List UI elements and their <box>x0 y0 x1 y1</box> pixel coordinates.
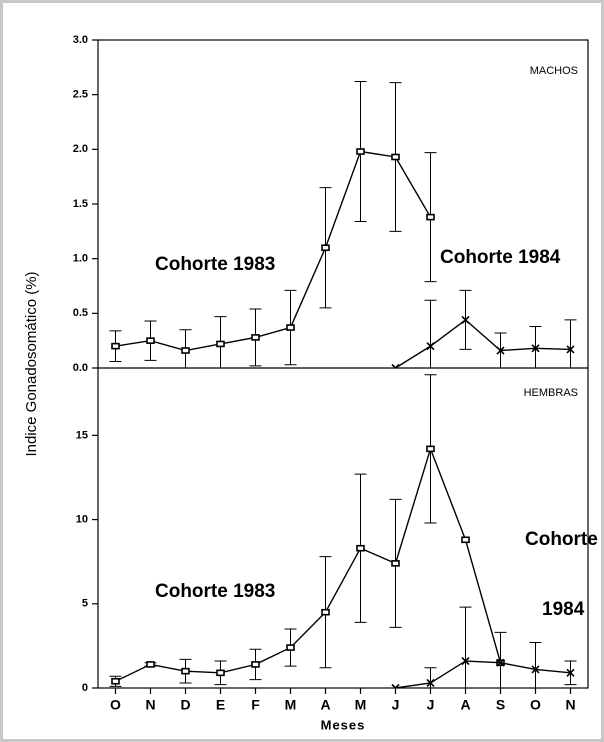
y-tick-label: 1.5 <box>73 198 88 210</box>
marker <box>461 315 470 324</box>
marker <box>356 148 365 155</box>
plot-frame <box>97 39 589 689</box>
panel <box>109 81 577 368</box>
marker <box>146 661 155 668</box>
x-tick-label: J <box>427 697 435 713</box>
series-line <box>115 446 502 682</box>
marker <box>391 683 400 688</box>
series-line <box>115 150 432 352</box>
panel-title: MACHOS <box>530 65 578 77</box>
marker <box>111 342 120 350</box>
panel-title: HEMBRAS <box>524 387 578 399</box>
x-tick-label: O <box>110 697 121 713</box>
marker <box>566 668 575 677</box>
marker <box>111 677 120 685</box>
marker <box>461 536 470 544</box>
y-tick-label: 0 <box>82 682 88 694</box>
series-line <box>395 318 571 368</box>
y-tick-label: 2.5 <box>73 89 88 101</box>
marker <box>321 608 330 616</box>
annotation: Cohorte 1983 <box>155 254 275 275</box>
marker <box>251 661 260 668</box>
marker <box>216 340 225 348</box>
marker <box>426 342 435 351</box>
x-tick-label: S <box>496 697 505 713</box>
marker <box>216 669 225 677</box>
x-tick-label: E <box>216 697 225 713</box>
x-tick-label: M <box>355 697 367 713</box>
x-tick-label: N <box>565 697 575 713</box>
marker <box>426 445 435 453</box>
y-tick-label: 3.0 <box>73 34 88 46</box>
y-tick-label: 0.5 <box>73 307 88 319</box>
marker <box>321 244 330 252</box>
series-line <box>395 660 571 688</box>
y-tick-label: 2.0 <box>73 143 88 155</box>
marker <box>356 544 365 552</box>
annotation: Cohorte <box>525 529 598 550</box>
x-tick-label: F <box>251 697 260 713</box>
panel <box>109 374 577 688</box>
x-tick-label: M <box>285 697 297 713</box>
marker <box>426 213 435 221</box>
marker <box>181 347 190 354</box>
marker <box>531 665 540 674</box>
marker <box>146 337 155 344</box>
x-tick-label: N <box>145 697 155 713</box>
marker <box>391 153 400 161</box>
x-tick-label: A <box>320 697 330 713</box>
annotation: 1984 <box>542 599 585 620</box>
y-tick-label: 0.0 <box>73 362 88 374</box>
marker <box>426 678 435 688</box>
annotation: Cohorte 1983 <box>155 581 275 602</box>
marker <box>496 658 505 667</box>
x-tick-label: A <box>460 697 470 713</box>
annotation: Cohorte 1984 <box>440 247 561 268</box>
x-axis-label: Meses <box>321 717 366 732</box>
marker <box>286 644 295 651</box>
x-tick-label: D <box>180 697 190 713</box>
y-tick-label: 1.0 <box>73 253 88 265</box>
marker <box>391 363 400 368</box>
marker <box>391 560 400 567</box>
y-tick-label: 15 <box>76 429 88 441</box>
x-tick-label: J <box>392 697 400 713</box>
y-axis-label: Indice Gonadosomático (%) <box>23 271 40 456</box>
x-tick-label: O <box>530 697 541 713</box>
marker <box>286 324 295 331</box>
marker <box>461 656 470 666</box>
marker <box>496 346 505 355</box>
y-tick-label: 10 <box>76 513 88 525</box>
marker <box>531 344 540 353</box>
marker <box>181 667 190 675</box>
marker <box>251 334 260 341</box>
y-tick-label: 5 <box>82 598 88 610</box>
marker <box>566 345 575 354</box>
